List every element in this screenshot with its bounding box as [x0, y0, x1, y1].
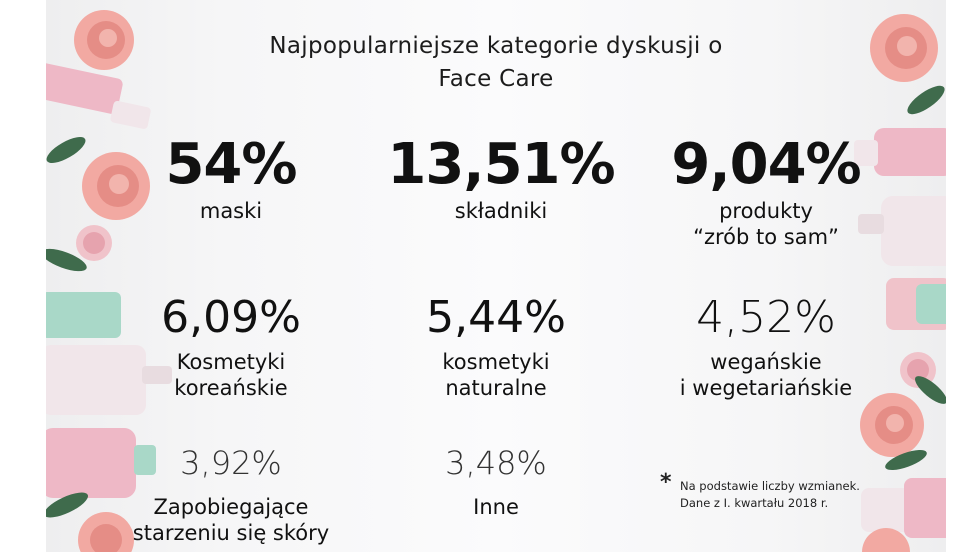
stat-item: 54% maski [126, 134, 336, 224]
stat-value: 13,51% [387, 132, 615, 197]
stat-label-line: maski [199, 199, 263, 223]
decorative-background-photo [46, 10, 946, 552]
pink-bottle [904, 478, 946, 538]
white-bottle [881, 196, 946, 266]
stat-label-line: składniki [454, 199, 548, 223]
stat-value: 4,52% [696, 292, 836, 343]
stat-item: 13,51% składniki [376, 134, 626, 224]
stat-label-line: Kosmetyki [176, 350, 286, 374]
stat-label-line: wegańskie [710, 350, 822, 374]
footnote-text: Na podstawie liczby wzmianek. Dane z I. … [660, 478, 890, 512]
cream-jar-inner [83, 232, 105, 254]
stat-item: 5,44% kosmetyki naturalne [401, 293, 591, 401]
stat-value: 9,04% [671, 132, 861, 197]
stat-label-line: naturalne [445, 376, 547, 400]
leaf [885, 450, 927, 470]
rose-flower [870, 14, 938, 82]
stat-item: 3,92% Zapobiegające starzeniu się skóry [111, 444, 351, 546]
pump-top [858, 214, 884, 234]
stat-label: kosmetyki naturalne [401, 349, 591, 401]
stat-label-line: Inne [473, 495, 519, 519]
title-line: Face Care [438, 66, 554, 92]
stat-label: maski [126, 198, 336, 224]
stat-label: składniki [376, 198, 626, 224]
pink-bottle [46, 63, 123, 114]
mint-tube [46, 292, 121, 338]
stat-item: 6,09% Kosmetyki koreańskie [136, 293, 326, 401]
stat-label-line: produkty [719, 199, 813, 223]
rose-flower [78, 512, 134, 552]
white-bottle [46, 345, 146, 415]
stat-value: 54% [165, 132, 297, 197]
bottle-cap [110, 100, 151, 129]
stat-label: wegańskie i wegetariańskie [661, 349, 871, 401]
mint-tube [916, 284, 946, 324]
stat-item: 4,52% wegańskie i wegetariańskie [661, 293, 871, 401]
infographic-title: Najpopularniejsze kategorie dyskusji o F… [196, 30, 796, 96]
pink-bottle [874, 128, 946, 176]
footnote: * Na podstawie liczby wzmianek. Dane z I… [660, 472, 890, 512]
footnote-marker: * [660, 470, 672, 495]
rose-flower [862, 528, 910, 552]
leaf [907, 85, 945, 115]
footnote-line: Dane z I. kwartału 2018 r. [680, 496, 829, 510]
stat-value: 5,44% [426, 292, 566, 343]
rose-flower [860, 393, 924, 457]
infographic-canvas: Najpopularniejsze kategorie dyskusji o F… [46, 0, 946, 552]
pump-top [142, 366, 172, 384]
stat-item: 9,04% produkty “zrób to sam” [656, 134, 876, 250]
rose-flower [74, 10, 134, 70]
stat-value: 6,09% [161, 292, 301, 343]
stat-label: produkty “zrób to sam” [656, 198, 876, 250]
left-decoration [46, 10, 172, 552]
pink-bottle [46, 428, 136, 498]
leaf [915, 376, 946, 404]
stat-label-line: “zrób to sam” [693, 225, 839, 249]
stat-label-line: Zapobiegające [153, 495, 309, 519]
bottle-cap [854, 140, 878, 166]
stat-item: 3,48% Inne [411, 444, 581, 520]
title-line: Najpopularniejsze kategorie dyskusji o [269, 33, 723, 59]
stat-label: Kosmetyki koreańskie [136, 349, 326, 401]
footnote-line: Na podstawie liczby wzmianek. [680, 479, 860, 493]
leaf [46, 137, 86, 163]
stat-label: Zapobiegające starzeniu się skóry [111, 494, 351, 546]
stat-label-line: koreańskie [174, 376, 288, 400]
stat-label-line: starzeniu się skóry [132, 521, 330, 545]
leaf [46, 248, 87, 272]
stat-value: 3,48% [445, 444, 547, 482]
mint-cap [134, 445, 156, 475]
stat-label-line: kosmetyki [442, 350, 550, 374]
stat-label: Inne [411, 494, 581, 520]
cream-jar-inner [907, 359, 929, 381]
stat-value: 3,92% [180, 444, 282, 482]
leaf [46, 492, 89, 518]
right-decoration [854, 14, 946, 552]
stat-label-line: i wegetariańskie [679, 376, 853, 400]
rose-flower [82, 152, 150, 220]
